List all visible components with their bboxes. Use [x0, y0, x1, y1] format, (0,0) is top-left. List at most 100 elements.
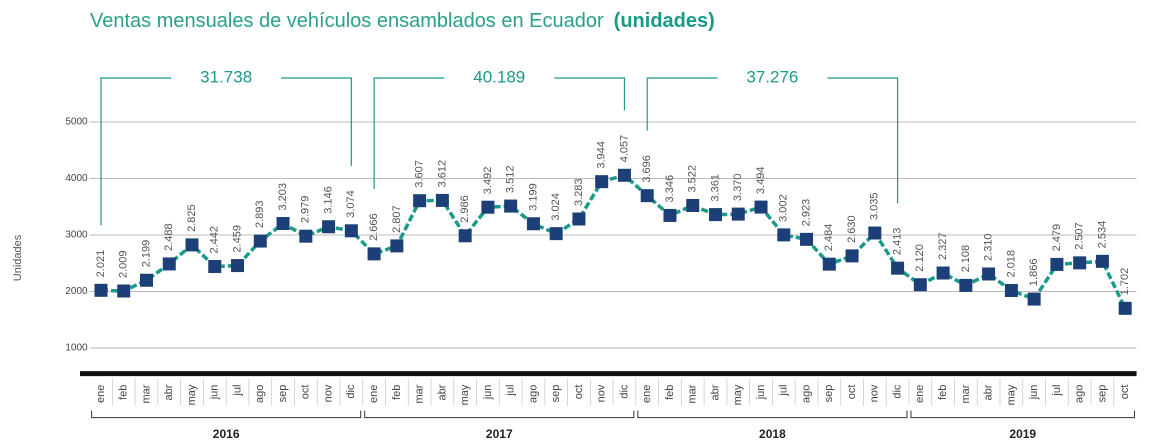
- data-point: [640, 189, 654, 203]
- data-point: [617, 168, 631, 182]
- data-point: [481, 200, 495, 214]
- data-label: 3.024: [550, 193, 562, 221]
- chart-title: Ventas mensuales de vehículos ensamblado…: [90, 10, 715, 32]
- data-point: [117, 284, 131, 298]
- data-label: 3.370: [732, 174, 744, 202]
- x-tick-label: ago: [254, 385, 266, 403]
- group-bracket: [364, 410, 635, 419]
- data-label: 3.512: [505, 166, 517, 194]
- y-tick-label: 3000: [65, 230, 88, 241]
- data-label: 2.009: [118, 250, 130, 278]
- x-tick-label: feb: [664, 385, 676, 400]
- data-label: 3.203: [277, 183, 289, 211]
- data-point: [1050, 257, 1064, 271]
- data-label: 2.479: [1051, 224, 1063, 252]
- data-point: [982, 267, 996, 281]
- data-point: [185, 238, 199, 252]
- data-label: 2.666: [368, 213, 380, 241]
- data-label: 3.199: [527, 183, 539, 211]
- x-tick-label: feb: [118, 385, 130, 400]
- y-axis-label: Unidades: [12, 234, 24, 281]
- data-point: [526, 217, 540, 231]
- group-label: 2019: [1009, 427, 1036, 441]
- data-point: [1073, 256, 1087, 270]
- x-tick-label: ene: [914, 385, 926, 403]
- data-point: [231, 259, 245, 273]
- x-tick-label: jun: [1028, 385, 1040, 401]
- data-label: 4.057: [618, 135, 630, 163]
- total-bracket: [646, 77, 899, 204]
- x-tick-label: jul: [778, 385, 790, 397]
- data-point: [299, 229, 313, 243]
- group-total: 31.738: [200, 67, 252, 86]
- x-tick-label: oct: [573, 385, 585, 400]
- group-bracket: [910, 410, 1136, 419]
- data-point: [845, 249, 859, 263]
- x-tick-label: ene: [368, 385, 380, 403]
- data-label: 1.866: [1028, 259, 1040, 287]
- group-total: 40.189: [473, 67, 525, 86]
- data-point: [140, 273, 153, 287]
- data-label: 3.522: [687, 165, 699, 193]
- series-line: [100, 173, 1127, 310]
- data-point: [959, 278, 973, 292]
- x-tick-label: sep: [550, 385, 562, 403]
- data-label: 2.120: [914, 244, 926, 272]
- data-label: 1.702: [1119, 268, 1131, 296]
- data-point: [595, 175, 609, 189]
- x-tick-label: mar: [140, 384, 152, 403]
- data-label: 2.310: [983, 233, 995, 261]
- data-label: 2.459: [231, 225, 243, 253]
- x-tick-label: ene: [641, 385, 653, 403]
- x-tick-label: abr: [983, 384, 995, 400]
- data-point: [435, 193, 449, 207]
- group-label: 2016: [213, 427, 240, 441]
- x-tick-label: dic: [618, 384, 630, 399]
- data-label: 2.018: [1005, 250, 1017, 278]
- data-point: [1118, 301, 1132, 315]
- data-point: [344, 224, 358, 238]
- data-point: [549, 227, 563, 241]
- data-label: 2.413: [891, 228, 903, 256]
- data-point: [208, 260, 222, 274]
- x-tick-label: nov: [869, 384, 881, 402]
- data-label: 2.108: [960, 245, 972, 273]
- y-tick-label: 2000: [65, 286, 88, 297]
- data-label: 2.442: [209, 226, 221, 254]
- data-label: 3.361: [709, 174, 721, 202]
- y-tick-label: 5000: [65, 117, 88, 128]
- x-tick-label: jul: [1051, 385, 1063, 397]
- data-point: [800, 232, 814, 246]
- data-point: [731, 207, 745, 221]
- data-label: 2.327: [937, 232, 949, 260]
- group-bracket: [637, 410, 908, 419]
- data-point: [1095, 254, 1109, 268]
- data-point: [276, 217, 290, 231]
- x-tick-label: may: [732, 384, 744, 405]
- x-tick-label: dic: [891, 384, 903, 399]
- data-label: 3.346: [664, 175, 676, 203]
- x-tick-label: ago: [1074, 385, 1086, 403]
- data-point: [253, 234, 267, 248]
- x-tick-label: mar: [414, 384, 426, 403]
- data-label: 2.199: [140, 240, 152, 268]
- group-total: 37.276: [746, 67, 798, 86]
- x-tick-label: jun: [482, 385, 494, 401]
- x-tick-label: oct: [846, 385, 858, 400]
- data-label: 2.484: [823, 224, 835, 252]
- data-point: [572, 212, 586, 226]
- data-label: 2.825: [186, 204, 198, 232]
- total-bracket: [100, 77, 352, 226]
- data-label: 3.494: [755, 167, 767, 195]
- data-label: 2.488: [163, 223, 175, 251]
- data-point: [367, 247, 381, 261]
- x-tick-label: sep: [277, 385, 289, 403]
- data-point: [1027, 292, 1041, 306]
- x-tick-label: sep: [1096, 385, 1108, 403]
- data-label: 3.944: [596, 141, 608, 169]
- x-tick-label: nov: [596, 384, 608, 402]
- x-tick-label: ago: [527, 385, 539, 403]
- data-point: [162, 257, 176, 271]
- data-point: [777, 228, 791, 242]
